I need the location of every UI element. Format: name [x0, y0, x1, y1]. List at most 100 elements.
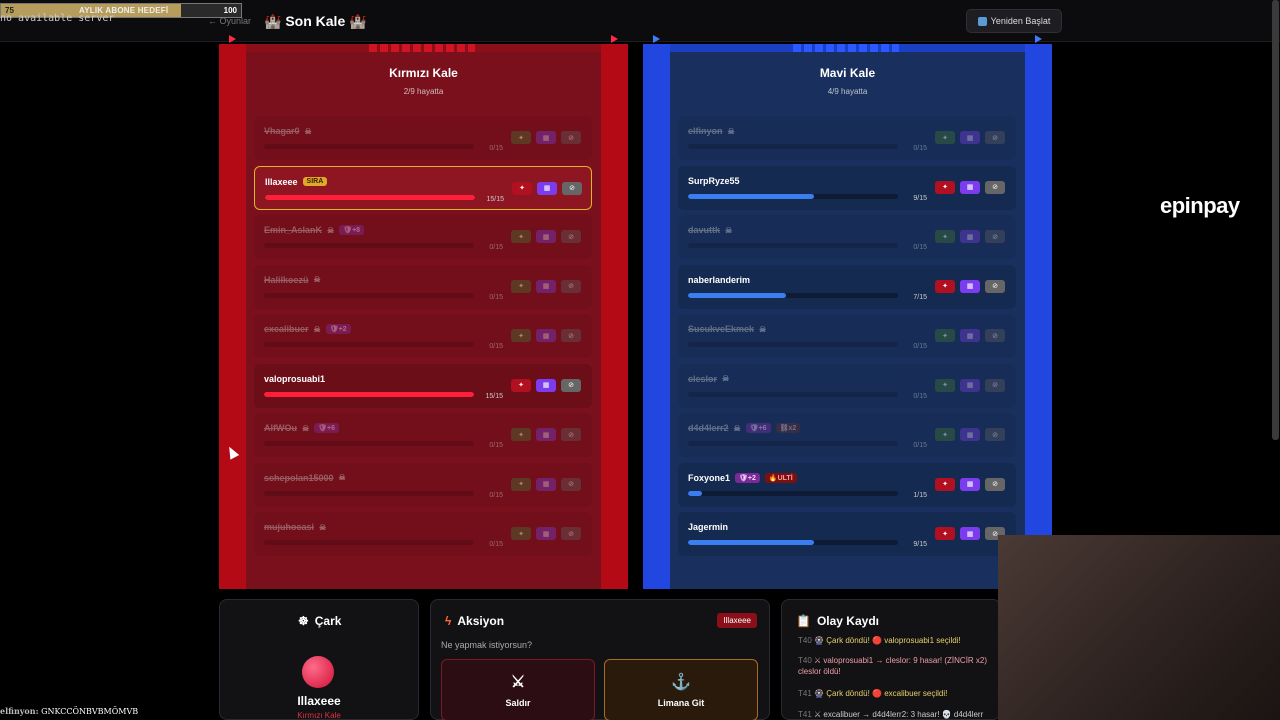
player-row[interactable]: elfinyon ☠ 0/15 ✦ ▦ ⊘ [678, 116, 1016, 160]
attack-icon[interactable]: ✦ [511, 279, 531, 293]
player-row[interactable]: mujuhocasi ☠ 0/15 ✦ ▦ ⊘ [254, 512, 592, 556]
attack-icon[interactable]: ✦ [511, 378, 531, 392]
shield-icon[interactable]: ▦ [536, 329, 556, 342]
wheel-title-label: Çark [314, 614, 342, 628]
attack-icon[interactable]: ✦ [935, 180, 955, 194]
lightning-icon: ϟ [445, 614, 452, 628]
health-value: 15/15 [486, 195, 504, 203]
clipboard-icon: 📋 [796, 614, 811, 628]
attack-icon[interactable]: ✦ [511, 329, 531, 342]
attack-icon[interactable]: ✦ [935, 477, 955, 491]
player-row[interactable]: valoprosuabi1 15/15 ✦ ▦ ⊘ [254, 363, 592, 408]
block-icon[interactable]: ⊘ [561, 527, 581, 540]
player-row[interactable]: Vhagar0 ☠ 0/15 ✦ ▦ ⊘ [254, 116, 592, 160]
block-icon[interactable]: ⊘ [985, 477, 1005, 491]
player-name-line: davuttk ☠ [688, 225, 732, 235]
shield-icon[interactable]: ▦ [960, 428, 980, 441]
player-row[interactable]: davuttk ☠ 0/15 ✦ ▦ ⊘ [678, 215, 1016, 259]
block-icon[interactable]: ⊘ [985, 180, 1005, 194]
player-name: naberlanderim [688, 274, 751, 285]
player-row[interactable]: excalibuer ☠ 🛡+2 0/15 ✦ ▦ ⊘ [254, 314, 592, 358]
block-icon[interactable]: ⊘ [561, 378, 581, 392]
player-row[interactable]: Emin_AslanK ☠ 🛡+8 0/15 ✦ ▦ ⊘ [254, 215, 592, 259]
shield-icon[interactable]: ▦ [536, 527, 556, 540]
player-row[interactable]: SurpRyze55 9/15 ✦ ▦ ⊘ [678, 165, 1016, 210]
skull-icon: ☠ [313, 324, 321, 334]
attack-icon[interactable]: ✦ [511, 230, 531, 243]
restart-button[interactable]: Yeniden Başlat [966, 9, 1062, 33]
red-castle: Kırmızı Kale 2/9 hayatta Vhagar0 ☠ 0/15 ✦ ▦ ⊘… [219, 35, 628, 589]
tower-left [643, 44, 670, 589]
flag-icon [1035, 35, 1042, 43]
shield-icon[interactable]: ▦ [536, 279, 556, 293]
shield-icon[interactable]: ▦ [536, 428, 556, 441]
goal-max: 100 [223, 6, 237, 15]
block-icon[interactable]: ⊘ [985, 131, 1005, 144]
block-icon[interactable]: ⊘ [562, 181, 582, 195]
shield-icon[interactable]: ▦ [536, 378, 556, 392]
shield-icon[interactable]: ▦ [536, 131, 556, 144]
player-row[interactable]: cleslor ☠ 0/15 ✦ ▦ ⊘ [678, 363, 1016, 408]
player-actions: ✦ ▦ ⊘ [935, 230, 1005, 243]
shield-icon[interactable]: ▦ [960, 378, 980, 392]
shield-icon[interactable]: ▦ [960, 477, 980, 491]
log-turn: T41 [798, 710, 812, 719]
player-name: d4d4lerr2 [688, 423, 729, 433]
shield-icon[interactable]: ▦ [960, 131, 980, 144]
tower-left [219, 44, 246, 589]
shield-icon[interactable]: ▦ [960, 230, 980, 243]
player-row[interactable]: d4d4lerr2 ☠ 🛡+6 ⛓x2 0/15 ✦ ▦ ⊘ [678, 413, 1016, 457]
block-icon[interactable]: ⊘ [985, 230, 1005, 243]
shield-icon[interactable]: ▦ [960, 180, 980, 194]
tower-right [601, 44, 628, 589]
block-icon[interactable]: ⊘ [985, 378, 1005, 392]
attack-icon[interactable]: ✦ [935, 428, 955, 441]
attack-icon[interactable]: ✦ [511, 131, 531, 144]
shield-icon[interactable]: ▦ [536, 230, 556, 243]
player-actions: ✦ ▦ ⊘ [935, 329, 1005, 342]
player-row[interactable]: naberlanderim 7/15 ✦ ▦ ⊘ [678, 264, 1016, 309]
attack-icon[interactable]: ✦ [511, 477, 531, 491]
attack-icon[interactable]: ✦ [935, 230, 955, 243]
block-icon[interactable]: ⊘ [561, 477, 581, 491]
harbor-button[interactable]: ⚓ Limana Git [604, 659, 758, 720]
health-value: 0/15 [913, 145, 927, 152]
player-row[interactable]: AlfWOu ☠ 🛡+6 0/15 ✦ ▦ ⊘ [254, 413, 592, 457]
attack-icon[interactable]: ✦ [935, 329, 955, 342]
player-row[interactable]: schepolan15000 ☠ 0/15 ✦ ▦ ⊘ [254, 462, 592, 507]
block-icon[interactable]: ⊘ [561, 131, 581, 144]
shield-icon[interactable]: ▦ [960, 279, 980, 293]
block-icon[interactable]: ⊘ [561, 230, 581, 243]
block-icon[interactable]: ⊘ [561, 329, 581, 342]
block-icon[interactable]: ⊘ [985, 329, 1005, 342]
shield-icon[interactable]: ▦ [960, 329, 980, 342]
attack-icon[interactable]: ✦ [935, 527, 955, 540]
shield-icon[interactable]: ▦ [536, 477, 556, 491]
player-row[interactable]: SucukveEkmek ☠ 0/15 ✦ ▦ ⊘ [678, 314, 1016, 358]
attack-button[interactable]: ⚔ Saldır [441, 659, 595, 720]
wheel-ball-icon[interactable] [302, 656, 334, 688]
scrollbar[interactable] [1272, 0, 1279, 440]
shield-icon[interactable]: ▦ [960, 527, 980, 540]
attack-icon[interactable]: ✦ [511, 527, 531, 540]
log-line: T40 ⚔ valoprosuabi1 → cleslor: 9 hasar! … [798, 656, 987, 665]
attack-icon[interactable]: ✦ [935, 131, 955, 144]
player-row[interactable]: Jagermin 9/15 ✦ ▦ ⊘ [678, 512, 1016, 556]
block-icon[interactable]: ⊘ [985, 428, 1005, 441]
player-actions: ✦ ▦ ⊘ [935, 131, 1005, 144]
block-icon[interactable]: ⊘ [561, 279, 581, 293]
player-name: cleslor [688, 373, 718, 384]
player-row[interactable]: Foxyone1 🛡+2 🔥ULTİ 1/15 ✦ ▦ ⊘ [678, 462, 1016, 507]
player-row[interactable]: Illaxeee SIRA 15/15 ✦ ▦ ⊘ [254, 165, 592, 210]
block-icon[interactable]: ⊘ [985, 279, 1005, 293]
attack-icon[interactable]: ✦ [512, 181, 532, 195]
block-icon[interactable]: ⊘ [561, 428, 581, 441]
back-link[interactable]: ← Oyunlar [208, 16, 252, 26]
attack-icon[interactable]: ✦ [935, 279, 955, 293]
attack-icon[interactable]: ✦ [511, 428, 531, 441]
shield-icon[interactable]: ▦ [537, 181, 557, 195]
action-title-label: Aksiyon [457, 614, 505, 628]
player-name: Vhagar0 [264, 126, 300, 136]
attack-icon[interactable]: ✦ [935, 378, 955, 392]
player-row[interactable]: Halilkoezü ☠ 0/15 ✦ ▦ ⊘ [254, 264, 592, 309]
